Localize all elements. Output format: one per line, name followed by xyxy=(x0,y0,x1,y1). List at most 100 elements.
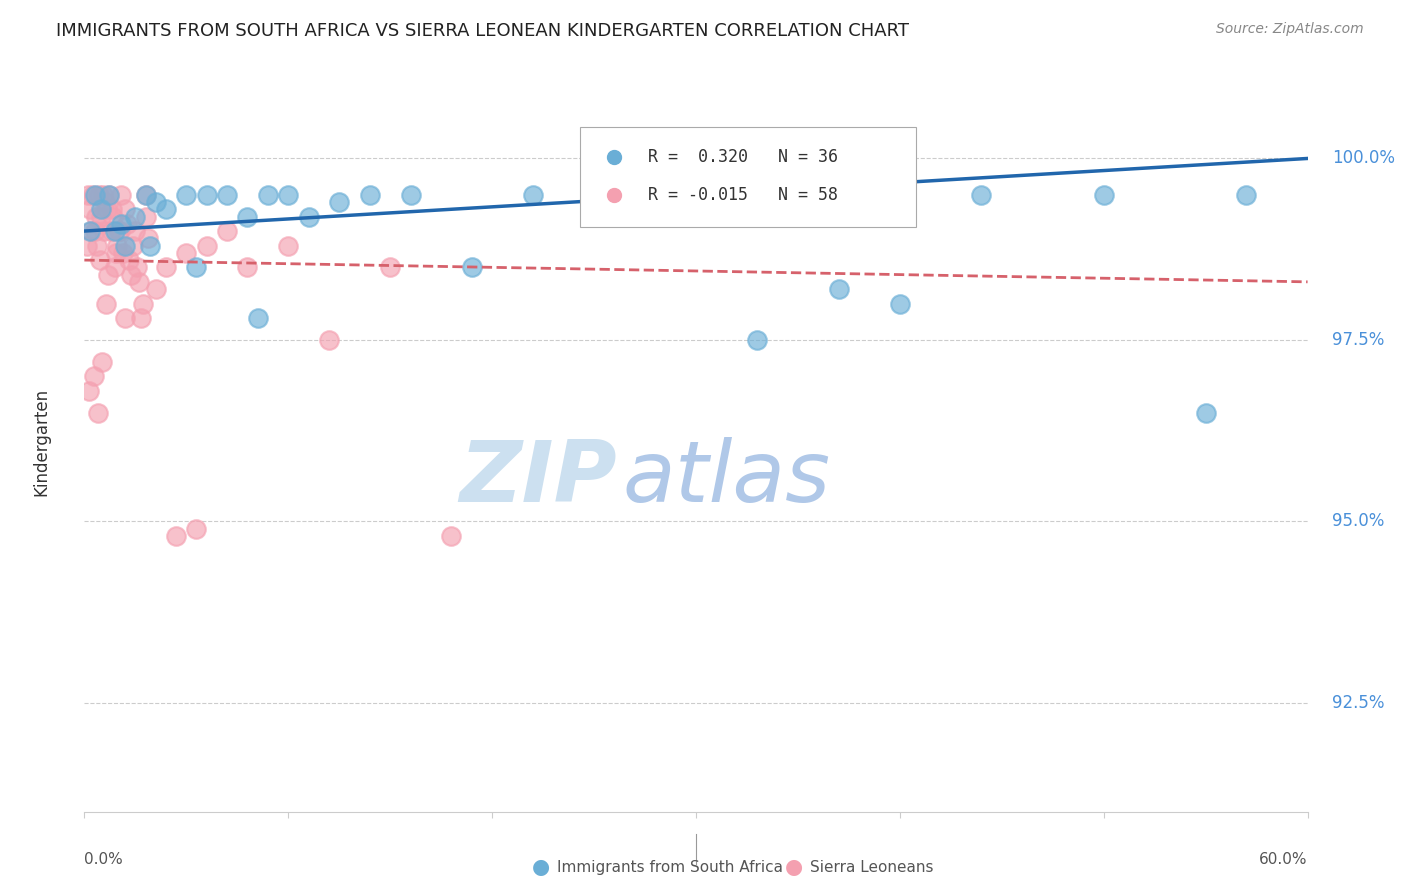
Point xyxy=(277,238,299,252)
Point xyxy=(186,260,208,275)
Point xyxy=(79,224,101,238)
Point xyxy=(93,224,115,238)
Point xyxy=(108,224,131,238)
Point xyxy=(155,202,177,217)
Point xyxy=(114,202,136,217)
Point xyxy=(1236,187,1258,202)
Point xyxy=(90,210,112,224)
Point xyxy=(94,296,117,310)
Point xyxy=(522,187,544,202)
Text: R = -0.015   N = 58: R = -0.015 N = 58 xyxy=(648,186,838,204)
Text: Kindergarten: Kindergarten xyxy=(32,387,51,496)
Text: R =  0.320   N = 36: R = 0.320 N = 36 xyxy=(648,147,838,166)
Point xyxy=(195,238,218,252)
Text: Immigrants from South Africa: Immigrants from South Africa xyxy=(557,860,783,874)
Point xyxy=(277,187,299,202)
Point xyxy=(114,311,136,326)
Point xyxy=(97,268,120,282)
Point xyxy=(257,187,280,202)
Point xyxy=(135,210,157,224)
Point xyxy=(461,260,484,275)
Point xyxy=(174,245,197,260)
Point xyxy=(138,238,160,252)
Point xyxy=(89,253,111,268)
Point xyxy=(135,187,157,202)
Point xyxy=(131,311,153,326)
Point xyxy=(93,194,115,209)
Text: IMMIGRANTS FROM SOUTH AFRICA VS SIERRA LEONEAN KINDERGARTEN CORRELATION CHART: IMMIGRANTS FROM SOUTH AFRICA VS SIERRA L… xyxy=(56,22,910,40)
Point xyxy=(318,333,340,347)
Point xyxy=(132,296,155,310)
Point xyxy=(79,384,101,398)
Point xyxy=(195,187,218,202)
Point xyxy=(105,238,128,252)
Point xyxy=(83,187,105,202)
Point xyxy=(145,282,167,296)
Point xyxy=(79,202,101,217)
Text: atlas: atlas xyxy=(623,437,831,520)
Text: ●: ● xyxy=(533,857,550,877)
Point xyxy=(217,187,239,202)
Point xyxy=(122,238,145,252)
Point xyxy=(145,194,167,209)
Point xyxy=(120,268,142,282)
Text: Sierra Leoneans: Sierra Leoneans xyxy=(810,860,934,874)
Point xyxy=(298,210,321,224)
Point xyxy=(110,217,132,231)
Point xyxy=(380,260,402,275)
Point xyxy=(82,187,104,202)
Point xyxy=(889,296,911,310)
Text: 95.0%: 95.0% xyxy=(1331,512,1385,531)
Point xyxy=(115,217,138,231)
FancyBboxPatch shape xyxy=(579,127,917,227)
Point xyxy=(328,194,350,209)
Point xyxy=(104,245,127,260)
Point xyxy=(135,187,157,202)
Point xyxy=(108,224,131,238)
Point xyxy=(80,224,103,238)
Point xyxy=(155,260,177,275)
Point xyxy=(359,187,381,202)
Point xyxy=(110,187,132,202)
Point xyxy=(86,238,108,252)
Point xyxy=(124,224,146,238)
Text: Source: ZipAtlas.com: Source: ZipAtlas.com xyxy=(1216,22,1364,37)
Text: 60.0%: 60.0% xyxy=(1260,853,1308,867)
Point xyxy=(104,224,127,238)
Point xyxy=(114,238,136,252)
Point xyxy=(96,202,118,217)
Point xyxy=(77,187,100,202)
Point xyxy=(246,311,269,326)
Point xyxy=(124,210,146,224)
Text: 92.5%: 92.5% xyxy=(1331,694,1385,712)
Point xyxy=(91,187,114,202)
Point xyxy=(440,529,463,543)
Point xyxy=(828,282,851,296)
Point xyxy=(186,522,208,536)
Point xyxy=(970,187,993,202)
Point xyxy=(87,187,110,202)
Point xyxy=(90,202,112,217)
Text: 100.0%: 100.0% xyxy=(1331,150,1395,168)
Point xyxy=(236,210,259,224)
Point xyxy=(90,354,112,368)
Point xyxy=(101,202,124,217)
Point xyxy=(685,187,707,202)
Point xyxy=(76,238,98,252)
Point xyxy=(136,231,159,245)
Point xyxy=(1092,187,1115,202)
Text: 97.5%: 97.5% xyxy=(1331,331,1385,349)
Point xyxy=(127,260,149,275)
Point xyxy=(747,333,769,347)
Point xyxy=(101,210,124,224)
Point xyxy=(236,260,259,275)
Point xyxy=(84,210,107,224)
Point xyxy=(97,187,120,202)
Point xyxy=(165,529,187,543)
Text: ZIP: ZIP xyxy=(458,437,616,520)
Point xyxy=(624,187,647,202)
Point xyxy=(97,187,120,202)
Text: ●: ● xyxy=(786,857,803,877)
Point xyxy=(83,224,105,238)
Point xyxy=(217,224,239,238)
